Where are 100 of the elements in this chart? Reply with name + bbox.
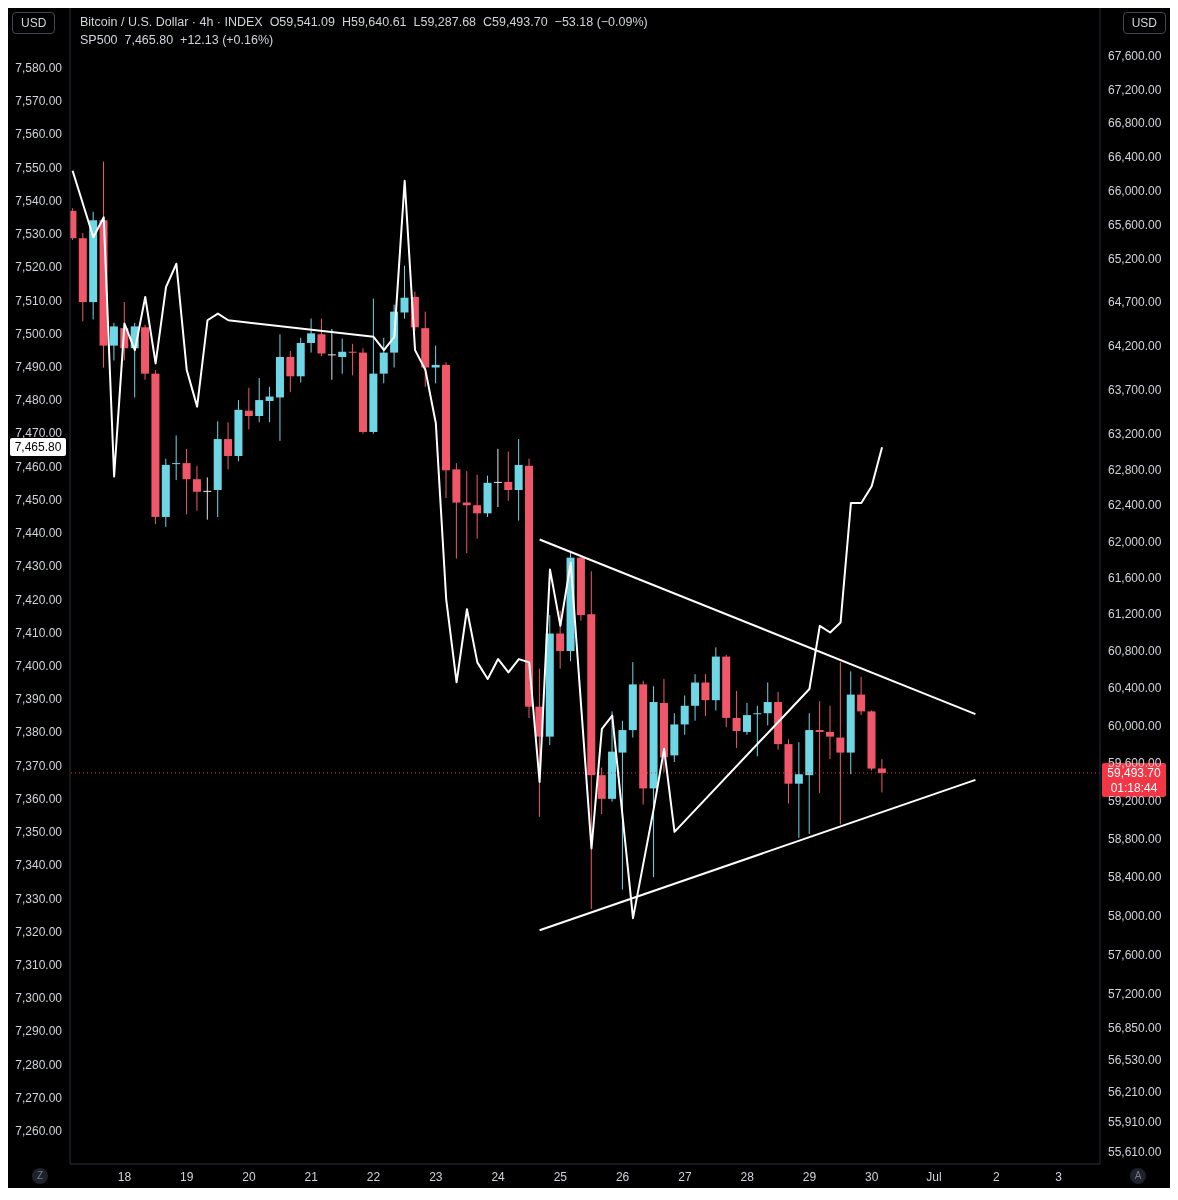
y2-tick-label: 63,200.00: [1108, 426, 1162, 441]
x-tick-label: 25: [553, 1169, 568, 1184]
y-tick-label: 7,450.00: [15, 492, 63, 507]
y-tick-label: 7,290.00: [15, 1024, 63, 1039]
text: Z: [32, 1168, 48, 1184]
y2-tick-label: 55,610.00: [1108, 1145, 1162, 1160]
y-tick-label: 7,390.00: [15, 692, 63, 707]
x-tick-label: 19: [180, 1169, 194, 1184]
y2-tick-label: 62,400.00: [1108, 498, 1162, 513]
x-tick-label: 28: [740, 1169, 755, 1184]
y2-tick-label: 56,850.00: [1108, 1021, 1162, 1036]
y-tick-label: 7,460.00: [15, 459, 63, 474]
y-tick-label: 7,550.00: [15, 160, 63, 175]
y-tick-label: 7,560.00: [15, 127, 63, 142]
candlestick: [244, 387, 253, 430]
y2-tick-label: 65,600.00: [1108, 217, 1162, 232]
y2-tick-label: 62,000.00: [1108, 534, 1162, 549]
candlestick: [815, 700, 824, 794]
candlestick: [192, 465, 201, 512]
x-tick-label: 24: [491, 1169, 506, 1184]
candlestick: [224, 421, 233, 470]
y-tick-label: 7,380.00: [15, 725, 63, 740]
y2-tick-label: 66,400.00: [1108, 149, 1162, 164]
x-tick-label: Jul: [926, 1169, 942, 1184]
candlestick: [877, 758, 886, 793]
y2-tick-label: 57,600.00: [1108, 947, 1162, 962]
x-tick-label: 22: [366, 1169, 381, 1184]
candlestick: [307, 318, 316, 354]
y2-tick-label: 64,200.00: [1108, 338, 1162, 353]
candlestick: [556, 610, 565, 670]
y-tick-label: 7,360.00: [15, 791, 63, 806]
candlestick: [691, 673, 700, 722]
candlestick: [348, 343, 357, 376]
y2-tick-label: 66,800.00: [1108, 116, 1162, 131]
y-tick-label: 7,490.00: [15, 360, 63, 375]
y2-tick-label: 67,600.00: [1108, 49, 1162, 64]
y-tick-label: 7,340.00: [15, 858, 63, 873]
candlestick: [109, 322, 118, 361]
y-tick-label: 7,470.00: [15, 426, 63, 441]
candlestick: [473, 474, 482, 540]
candlestick: [203, 476, 212, 521]
candlestick: [379, 337, 388, 384]
candlestick: [763, 682, 772, 726]
candlestick: [317, 318, 326, 357]
text: Bitcoin / U.S. Dollar · 4h · INDEX O59,541.09 H59,640.61 L59,287.68 C59,493.70 −53.18 (−0.09%): [80, 15, 648, 29]
candlestick: [857, 676, 866, 716]
x-tick-label: 27: [678, 1169, 692, 1184]
y-tick-label: 7,580.00: [15, 61, 63, 76]
candlestick: [701, 673, 710, 717]
x-tick-label: 30: [865, 1169, 879, 1184]
y2-tick-label: 58,800.00: [1108, 832, 1162, 847]
y-tick-label: 7,410.00: [15, 625, 63, 640]
candlestick: [255, 377, 264, 423]
candlestick: [493, 448, 502, 508]
candlestick: [327, 328, 336, 381]
y-tick-label: 7,540.00: [15, 193, 63, 208]
candlestick: [338, 338, 347, 375]
y2-tick-label: 63,700.00: [1108, 382, 1162, 397]
x-tick-label: 29: [802, 1169, 817, 1184]
x-tick-label: 2: [992, 1169, 1000, 1184]
candlestick: [597, 767, 606, 815]
x-tick-label: 18: [117, 1169, 132, 1184]
y2-tick-label: 66,000.00: [1108, 183, 1162, 198]
y-tick-label: 7,370.00: [15, 758, 63, 773]
candlestick: [680, 695, 689, 736]
candlestick: [825, 705, 834, 760]
y2-tick-label: 55,910.00: [1108, 1114, 1162, 1129]
y2-tick-label: 60,800.00: [1108, 644, 1162, 659]
candlestick: [182, 448, 191, 515]
text: A: [1130, 1168, 1146, 1184]
x-tick-label: 20: [242, 1169, 257, 1184]
y-tick-label: 7,480.00: [15, 393, 63, 408]
y-tick-label: 7,570.00: [15, 94, 63, 109]
y2-tick-label: 61,200.00: [1108, 607, 1162, 622]
y2-tick-label: 59,200.00: [1108, 793, 1162, 808]
text: SP500 7,465.80 +12.13 (+0.16%): [80, 33, 274, 47]
y2-tick-label: 61,600.00: [1108, 570, 1162, 585]
y2-tick-label: 60,400.00: [1108, 681, 1162, 696]
candlestick: [753, 705, 762, 757]
y2-axis-title: USD: [1122, 12, 1166, 34]
y-tick-label: 7,500.00: [15, 326, 63, 341]
candlestick: [618, 720, 627, 891]
y2-tick-label: 57,200.00: [1108, 986, 1162, 1001]
y-tick-label: 7,330.00: [15, 891, 63, 906]
y-tick-label: 7,420.00: [15, 592, 63, 607]
candlestick: [431, 345, 440, 384]
y-tick-label: 7,280.00: [15, 1057, 63, 1072]
x-tick-label: 26: [615, 1169, 630, 1184]
y2-tick-label: 58,000.00: [1108, 908, 1162, 923]
y-tick-label: 7,320.00: [15, 924, 63, 939]
y-tick-label: 7,440.00: [15, 526, 63, 541]
text: 7,465.80: [10, 438, 66, 457]
y-tick-label: 7,520.00: [15, 260, 63, 275]
y-tick-label: 7,430.00: [15, 559, 63, 574]
y2-tick-label: 56,530.00: [1108, 1053, 1162, 1068]
text: 01:18:44: [1110, 780, 1158, 795]
candlestick: [732, 690, 741, 749]
x-tick-label: 21: [304, 1169, 319, 1184]
y2-tick-label: 62,800.00: [1108, 462, 1162, 477]
y-axis-title: USD: [12, 12, 56, 34]
